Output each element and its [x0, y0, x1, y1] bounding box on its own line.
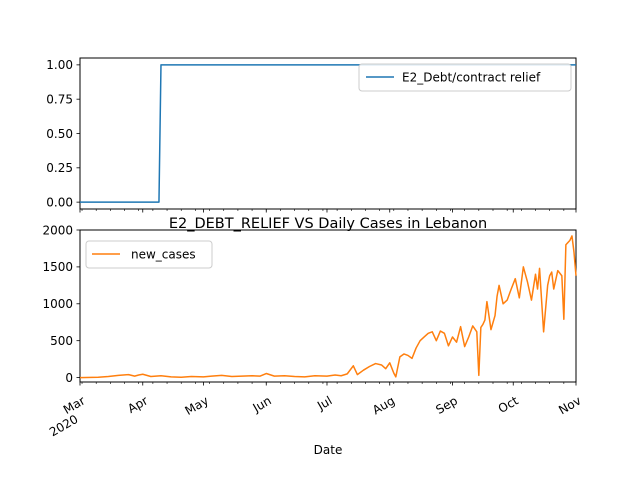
bottom-legend-label: new_cases: [131, 248, 196, 262]
bottom-legend: new_cases: [85, 240, 213, 269]
x-tick-label: Oct: [496, 393, 521, 416]
bottom-y-tick-label: 0: [65, 371, 73, 385]
x-tick-label: Nov: [556, 393, 583, 417]
x-axis-label: Date: [314, 443, 343, 457]
top-legend: E2_Debt/contract relief: [358, 63, 572, 92]
x-tick-label: Jun: [250, 393, 274, 415]
top-x-axis: [79, 209, 577, 213]
top-legend-box: [358, 63, 572, 92]
bottom-y-tick-label: 500: [50, 334, 73, 348]
top-y-tick-label: 1.00: [46, 58, 73, 72]
bottom-series: [79, 235, 577, 379]
top-y-tick-label: 0.00: [46, 195, 73, 209]
top-legend-label: E2_Debt/contract relief: [402, 71, 541, 85]
top-y-axis: 0.00 0.25 0.50 0.75 1.00: [46, 58, 80, 209]
x-tick-sublabel: 2020: [47, 412, 80, 439]
bottom-series-line: [79, 235, 577, 379]
top-subplot: 0.00 0.25 0.50 0.75 1.00 E2_Debt/contract re…: [46, 57, 577, 213]
bottom-subplot: E2_DEBT_RELIEF VS Daily Cases in Lebanon…: [42, 216, 583, 457]
bottom-y-tick-label: 1500: [42, 260, 73, 274]
bottom-y-axis: 0 500 1000 1500 2000: [42, 223, 80, 385]
x-tick-label: Aug: [370, 393, 397, 417]
x-tick-label: Sep: [433, 393, 460, 416]
x-tick-label: Apr: [125, 393, 150, 416]
top-y-tick-label: 0.50: [46, 127, 73, 141]
x-tick-label: Jul: [314, 393, 334, 413]
top-y-tick-label: 0.25: [46, 161, 73, 175]
x-tick-label: May: [183, 393, 211, 418]
bottom-legend-box: [85, 240, 213, 269]
bottom-plot-frame: [79, 229, 577, 383]
bottom-y-tick-label: 1000: [42, 297, 73, 311]
chart-title: E2_DEBT_RELIEF VS Daily Cases in Lebanon: [169, 216, 487, 232]
bottom-y-tick-label: 2000: [42, 223, 73, 237]
top-y-tick-label: 0.75: [46, 92, 73, 106]
